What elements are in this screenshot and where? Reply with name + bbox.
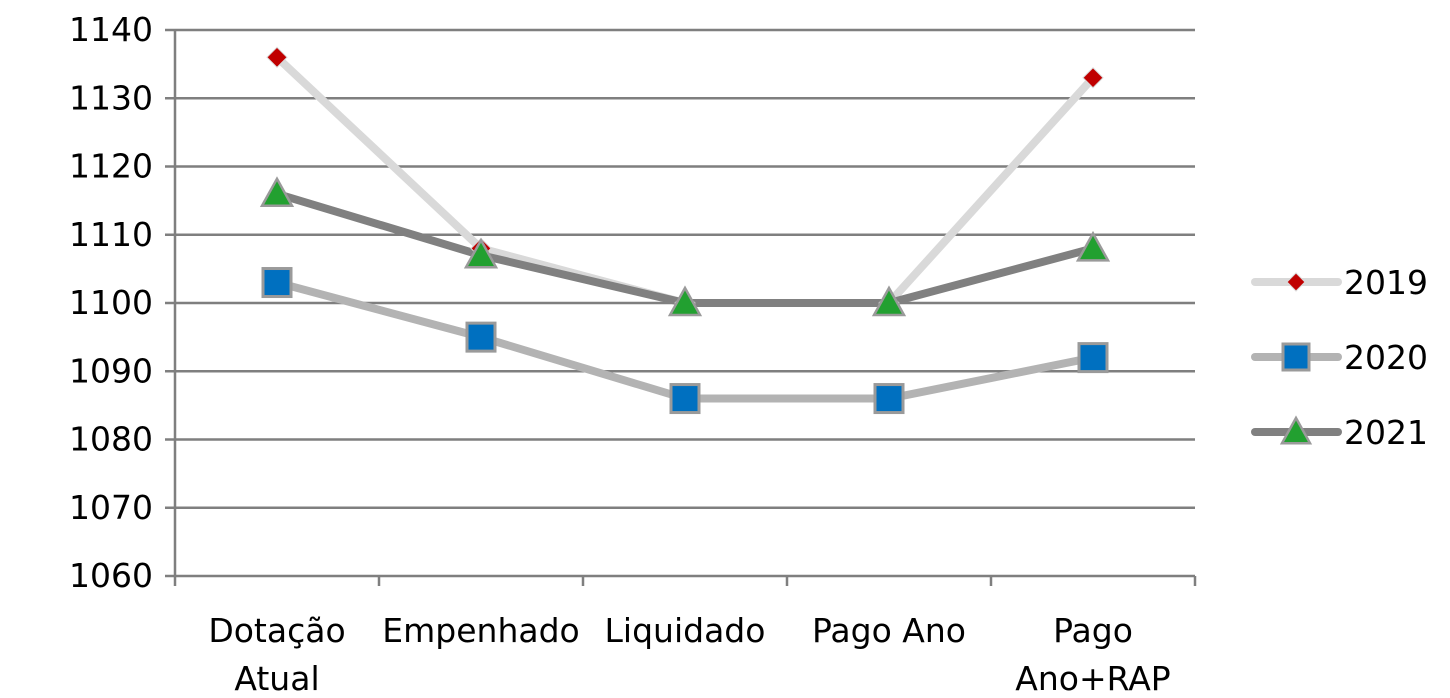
data-point-2020 <box>669 383 701 415</box>
data-point-2019 <box>1082 67 1104 89</box>
y-tick-labels: 1060 1070 1080 1090 1100 1110 1120 1130 1140 <box>69 10 153 595</box>
x-category-label: Atual <box>234 659 319 698</box>
legend-marker-2020 <box>1281 342 1311 372</box>
data-point-2021 <box>1075 230 1111 262</box>
data-point-2021 <box>259 176 295 208</box>
y-tick-label: 1100 <box>69 283 153 322</box>
series-line-2019 <box>273 53 1097 307</box>
y-tick-label: 1090 <box>69 351 153 390</box>
data-point-2021 <box>667 285 703 317</box>
data-point-2020 <box>1077 342 1109 374</box>
y-tick-label: 1060 <box>69 556 153 595</box>
y-tick-label: 1120 <box>69 147 153 186</box>
data-point-2020 <box>261 267 293 299</box>
y-tick-label: 1070 <box>69 488 153 527</box>
y-tick-label: 1110 <box>69 215 153 254</box>
x-category-label: Empenhado <box>382 611 579 650</box>
legend: 2019 2020 2021 <box>1251 263 1428 452</box>
series-lines <box>259 46 1111 415</box>
y-tick-label: 1130 <box>69 78 153 117</box>
data-point-2020 <box>873 383 905 415</box>
x-category-label: Ano+RAP <box>1015 659 1170 698</box>
x-category-label: Pago <box>1053 611 1133 650</box>
data-point-2021 <box>871 285 907 317</box>
y-tick-label: 1140 <box>69 10 153 49</box>
x-category-label: Pago Ano <box>812 611 966 650</box>
legend-label-2021: 2021 <box>1344 413 1428 452</box>
data-point-2020 <box>465 321 497 353</box>
data-point-2021 <box>463 237 499 269</box>
legend-marker-2021 <box>1279 415 1313 445</box>
legend-label-2020: 2020 <box>1344 338 1428 377</box>
x-category-labels: Dotação Atual Empenhado Liquidado Pago Ano Pa… <box>208 611 1170 698</box>
data-point-2019 <box>266 46 288 69</box>
x-category-label: Liquidado <box>605 611 766 650</box>
legend-label-2019: 2019 <box>1344 263 1428 302</box>
x-category-label: Dotação <box>208 611 345 650</box>
y-tick-label: 1080 <box>69 420 153 459</box>
axes <box>165 28 1197 586</box>
legend-marker-2019 <box>1286 272 1306 292</box>
